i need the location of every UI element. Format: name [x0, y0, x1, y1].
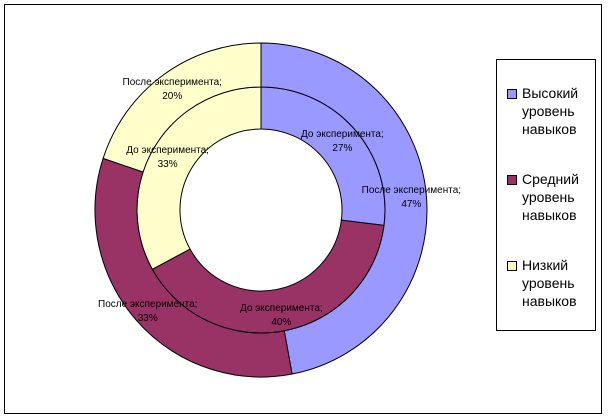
outer-slice-high — [260, 42, 428, 375]
legend-swatch-low — [507, 261, 517, 271]
legend-swatch-medium — [507, 175, 517, 185]
outer-slice-low — [102, 42, 262, 173]
legend: Высокий уровень навыков Средний уровень … — [496, 59, 596, 331]
inner-label-medium: До эксперимента; 40% — [240, 303, 323, 328]
legend-label-high: Высокий уровень навыков — [522, 85, 579, 137]
donut-chart: До эксперимента; 27% До эксперимента; 40% До… — [94, 42, 461, 378]
legend-label-low: Низкий уровень навыков — [522, 257, 577, 309]
outer-label-low: После эксперимента; 20% — [123, 77, 222, 102]
outer-label-medium: После эксперимента; 33% — [98, 299, 197, 324]
outer-slice-medium — [94, 157, 293, 378]
inner-label-high: До эксперимента; 27% — [301, 129, 384, 154]
chart-area: До эксперимента; 27% До эксперимента; 40% До… — [4, 4, 602, 414]
inner-label-low: До эксперимента; 33% — [126, 145, 209, 170]
legend-label-medium: Средний уровень навыков — [522, 171, 579, 223]
legend-swatch-high — [507, 89, 517, 99]
outer-label-high: После эксперимента; 47% — [362, 185, 461, 210]
